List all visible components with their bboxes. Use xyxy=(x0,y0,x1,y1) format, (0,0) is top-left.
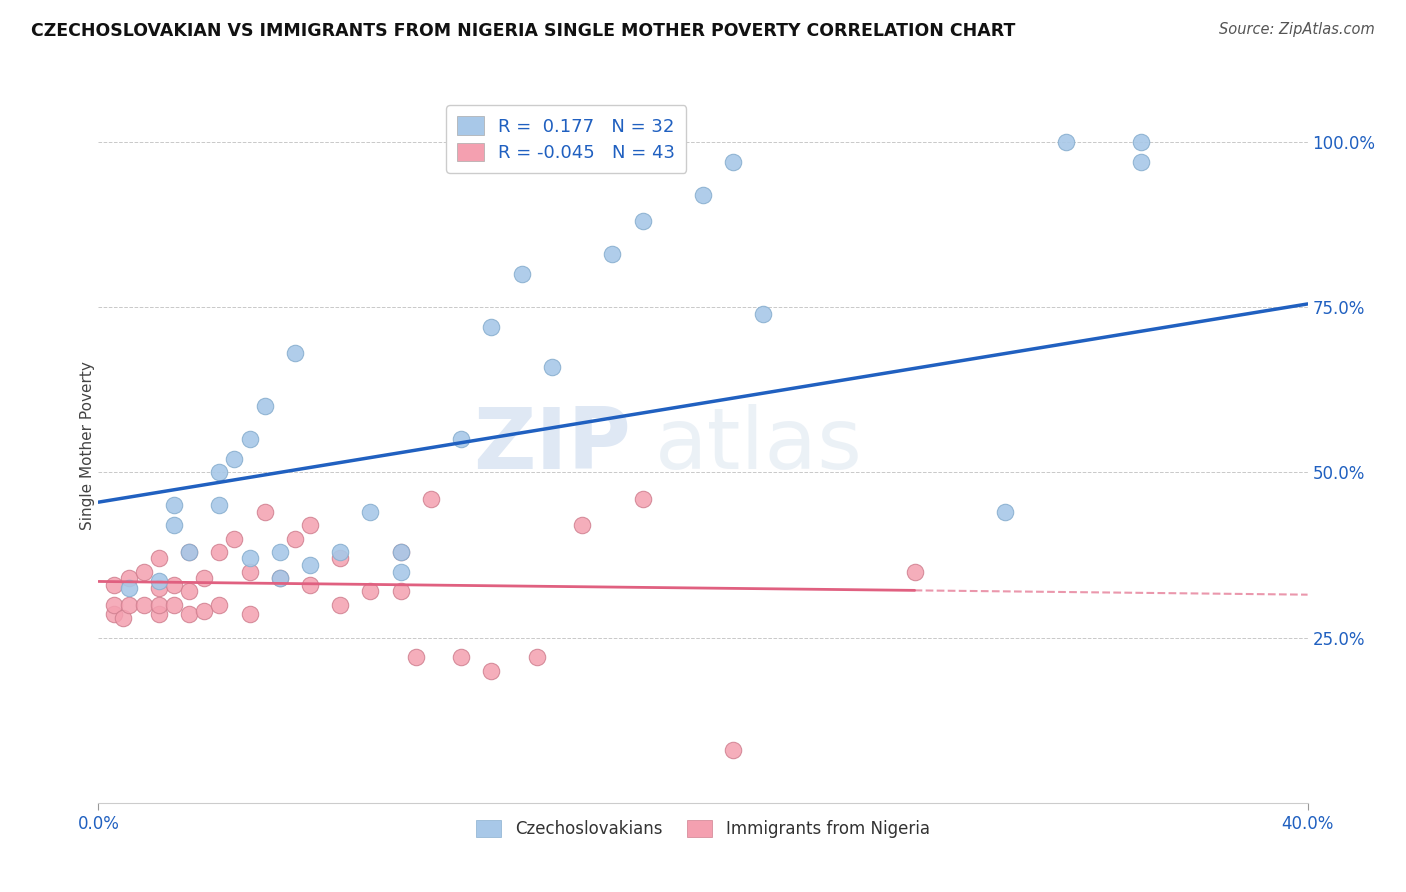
Point xyxy=(481,320,503,334)
Point xyxy=(132,565,155,579)
Point xyxy=(163,578,186,592)
Point xyxy=(723,743,745,757)
Point xyxy=(111,611,134,625)
Point xyxy=(118,598,141,612)
Point xyxy=(148,551,170,566)
Point xyxy=(631,491,654,506)
Point xyxy=(103,598,125,612)
Point xyxy=(329,551,352,566)
Point xyxy=(239,607,262,622)
Point xyxy=(148,607,170,622)
Point xyxy=(571,518,593,533)
Point xyxy=(329,545,352,559)
Point xyxy=(299,558,322,572)
Point xyxy=(904,565,927,579)
Point xyxy=(602,247,624,261)
Point xyxy=(118,571,141,585)
Point xyxy=(284,346,307,360)
Point xyxy=(224,452,246,467)
Point xyxy=(148,574,170,589)
Point xyxy=(224,532,246,546)
Point xyxy=(269,571,291,585)
Text: CZECHOSLOVAKIAN VS IMMIGRANTS FROM NIGERIA SINGLE MOTHER POVERTY CORRELATION CHA: CZECHOSLOVAKIAN VS IMMIGRANTS FROM NIGER… xyxy=(31,22,1015,40)
Point xyxy=(269,545,291,559)
Point xyxy=(631,214,654,228)
Point xyxy=(389,545,412,559)
Point xyxy=(148,581,170,595)
Point xyxy=(540,359,562,374)
Point xyxy=(179,584,201,599)
Point xyxy=(132,598,155,612)
Point xyxy=(389,584,412,599)
Text: atlas: atlas xyxy=(655,404,863,488)
Point xyxy=(179,545,201,559)
Point xyxy=(299,518,322,533)
Point xyxy=(389,565,412,579)
Point xyxy=(1130,154,1153,169)
Point xyxy=(420,491,443,506)
Point xyxy=(299,578,322,592)
Point xyxy=(752,307,775,321)
Point xyxy=(450,650,472,665)
Point xyxy=(193,604,215,618)
Point xyxy=(329,598,352,612)
Point xyxy=(692,188,714,202)
Point xyxy=(208,499,231,513)
Point xyxy=(103,607,125,622)
Point xyxy=(239,565,262,579)
Point xyxy=(208,598,231,612)
Point xyxy=(526,650,548,665)
Point xyxy=(208,466,231,480)
Text: Source: ZipAtlas.com: Source: ZipAtlas.com xyxy=(1219,22,1375,37)
Point xyxy=(723,154,745,169)
Text: ZIP: ZIP xyxy=(472,404,630,488)
Point xyxy=(360,584,382,599)
Point xyxy=(510,267,533,281)
Point xyxy=(994,505,1017,519)
Point xyxy=(253,505,276,519)
Point xyxy=(163,598,186,612)
Point xyxy=(148,598,170,612)
Point xyxy=(239,433,262,447)
Point xyxy=(193,571,215,585)
Point xyxy=(1130,135,1153,149)
Point xyxy=(389,545,412,559)
Point xyxy=(284,532,307,546)
Point xyxy=(405,650,427,665)
Point xyxy=(450,433,472,447)
Point xyxy=(179,607,201,622)
Point xyxy=(253,400,276,414)
Point xyxy=(360,505,382,519)
Point xyxy=(118,581,141,595)
Y-axis label: Single Mother Poverty: Single Mother Poverty xyxy=(80,361,94,531)
Point xyxy=(179,545,201,559)
Point xyxy=(1054,135,1077,149)
Point xyxy=(239,551,262,566)
Point xyxy=(103,578,125,592)
Point xyxy=(163,518,186,533)
Legend: Czechoslovakians, Immigrants from Nigeria: Czechoslovakians, Immigrants from Nigeri… xyxy=(470,813,936,845)
Point xyxy=(163,499,186,513)
Point xyxy=(269,571,291,585)
Point xyxy=(208,545,231,559)
Point xyxy=(481,664,503,678)
